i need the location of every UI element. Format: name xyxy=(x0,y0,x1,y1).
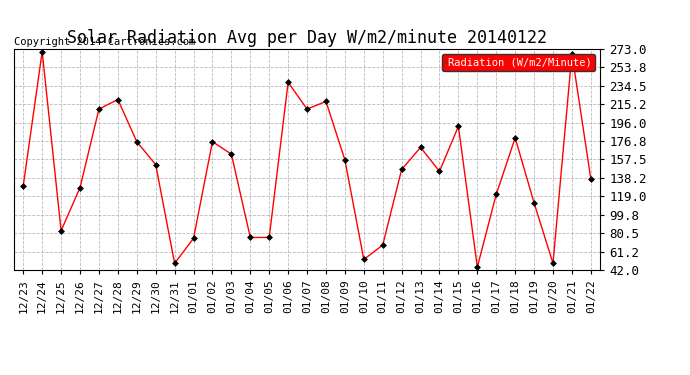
Title: Solar Radiation Avg per Day W/m2/minute 20140122: Solar Radiation Avg per Day W/m2/minute … xyxy=(67,29,547,47)
Text: Copyright 2014 Cartronics.com: Copyright 2014 Cartronics.com xyxy=(14,36,195,46)
Legend: Radiation (W/m2/Minute): Radiation (W/m2/Minute) xyxy=(442,54,595,71)
